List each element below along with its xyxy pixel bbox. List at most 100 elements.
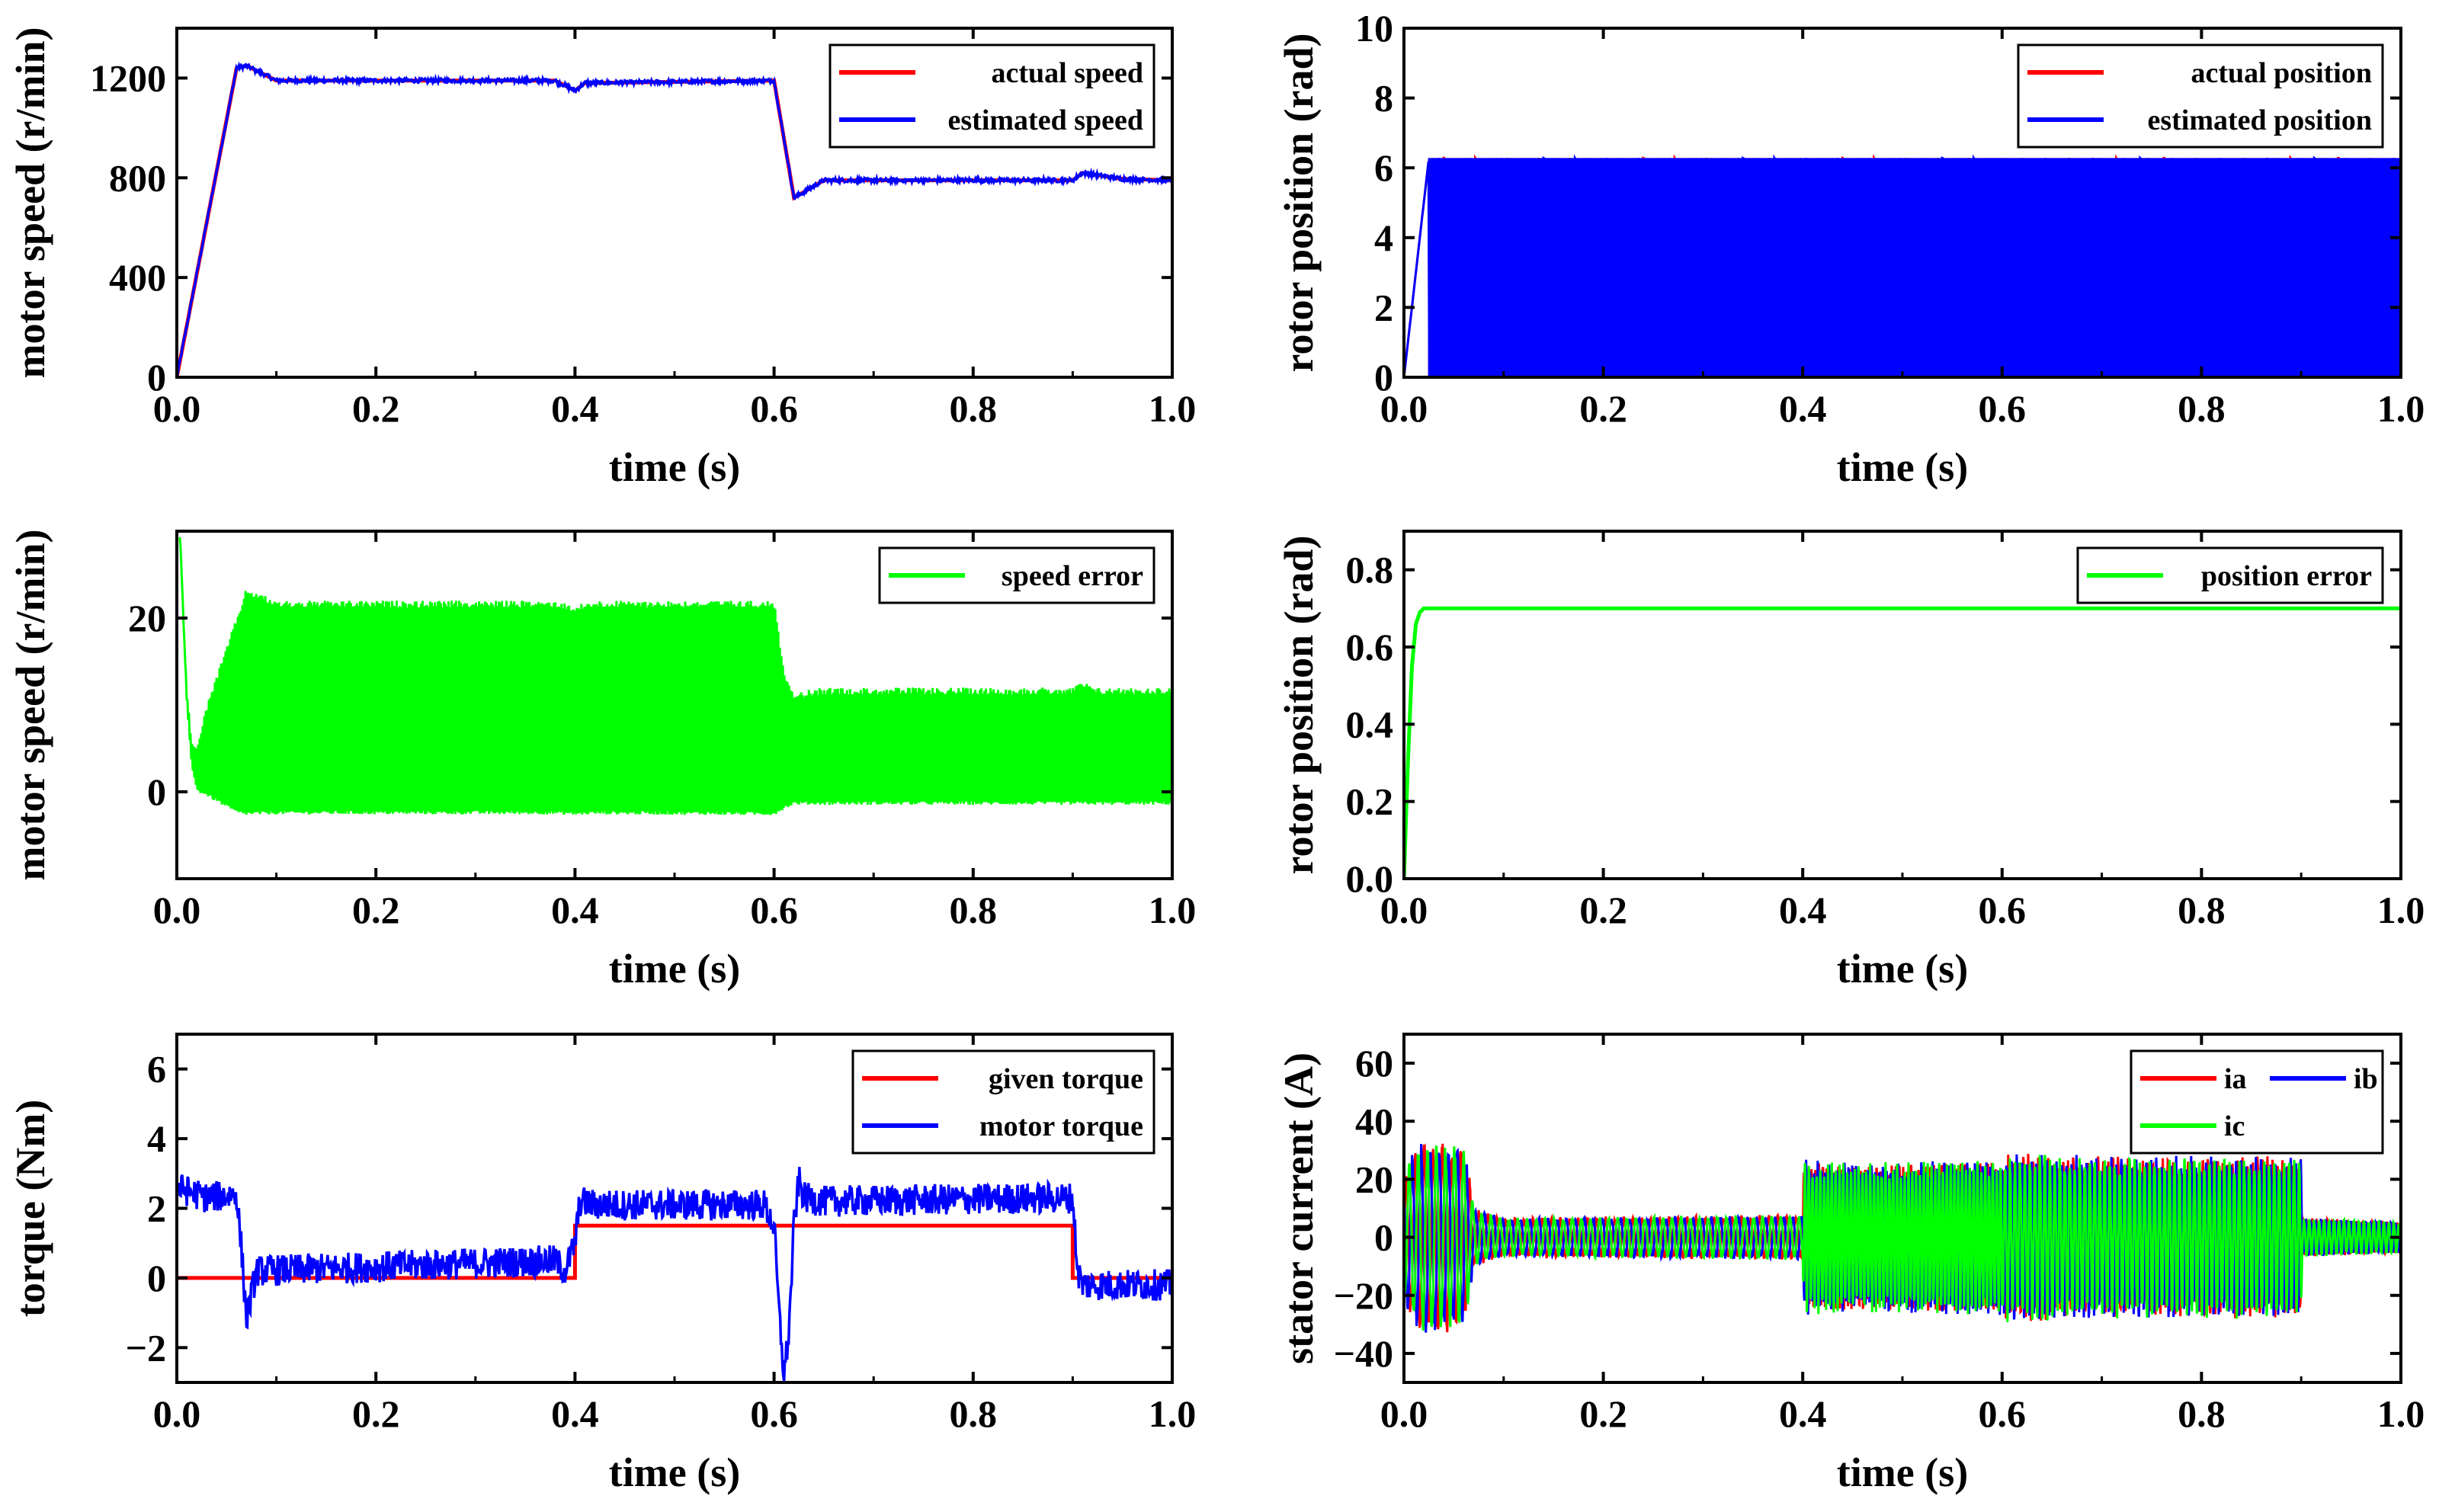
legend: speed error — [878, 546, 1155, 604]
y-tick-label: 8 — [1374, 77, 1393, 120]
y-tick-label: 800 — [109, 156, 166, 199]
x-tick-label: 0.2 — [352, 387, 400, 430]
series-motor-torque — [177, 1167, 1172, 1382]
y-tick-label: 2 — [1374, 286, 1393, 328]
x-tick-label: 0.6 — [1979, 889, 2027, 931]
legend-box — [2017, 43, 2384, 149]
plot-area — [178, 537, 1172, 815]
x-tick-label: 0.4 — [1779, 387, 1827, 430]
x-tick-label: 0.8 — [2178, 1392, 2226, 1435]
x-tick-label: 1.0 — [2377, 1392, 2425, 1435]
y-tick-label: −20 — [1334, 1274, 1394, 1317]
plot-area — [1404, 1143, 2401, 1333]
y-tick-label: −40 — [1334, 1332, 1394, 1375]
series-estimated-speed — [177, 61, 1172, 377]
x-tick-label: 0.4 — [1779, 1392, 1827, 1435]
speed-error-panel: 0.0 0.2 0.4 0.6 0.8 1.0 0 20 time (s) motor speed… — [8, 530, 1196, 991]
x-tick-label: 1.0 — [2377, 387, 2425, 430]
x-tick-label: 0.4 — [1779, 889, 1827, 931]
x-tick-label: 0.8 — [950, 889, 998, 931]
series-ic — [1404, 1145, 2401, 1331]
y-tick-label: 6 — [147, 1048, 166, 1091]
y-tick-label: 40 — [1355, 1100, 1393, 1142]
x-tick-label: 0.4 — [551, 387, 599, 430]
x-tick-label: 0.6 — [1979, 1392, 2027, 1435]
x-tick-label: 0.8 — [950, 387, 998, 430]
x-axis-title: time (s) — [1837, 946, 1968, 991]
x-tick-label: 1.0 — [1149, 1392, 1197, 1435]
y-axis-title: stator current (A) — [1276, 1052, 1322, 1364]
legend-label: estimated position — [2148, 104, 2373, 136]
torque-panel: 0.0 0.2 0.4 0.6 0.8 1.0 −2 0 2 4 6 time (s) torque (… — [8, 1033, 1197, 1495]
y-tick-label: 6 — [1374, 146, 1393, 189]
y-tick-label: 4 — [147, 1117, 166, 1160]
legend-box — [2130, 1049, 2384, 1155]
plot-area — [1404, 606, 2401, 879]
legend-label: actual position — [2191, 57, 2372, 89]
y-tick-label: 20 — [128, 597, 166, 639]
legend: actual speed estimated speed — [828, 43, 1155, 149]
legend-label: estimated speed — [948, 104, 1143, 136]
series-speed-error — [178, 537, 1172, 815]
y-tick-label: 0 — [147, 356, 166, 399]
y-axis-title: rotor position (rad) — [1276, 34, 1322, 373]
x-tick-label: 0.4 — [551, 889, 599, 931]
x-tick-label: 0.2 — [1579, 1392, 1627, 1435]
series-position-error — [1404, 606, 2401, 879]
x-tick-label: 0.6 — [750, 889, 798, 931]
y-tick-label: 0 — [147, 770, 166, 813]
y-axis-title: torque (Nm) — [8, 1100, 53, 1317]
x-tick-label: 0.0 — [1380, 1392, 1428, 1435]
position-error-panel: 0.0 0.2 0.4 0.6 0.8 1.0 0.0 0.2 0.4 0.6 0.8 time (s… — [1276, 530, 2425, 991]
x-axis-title: time (s) — [609, 444, 740, 490]
y-tick-label: 0 — [1374, 356, 1393, 399]
x-tick-label: 0.8 — [2178, 889, 2226, 931]
legend-label: position error — [2201, 560, 2372, 592]
legend-label: given torque — [989, 1063, 1143, 1095]
x-tick-label: 0.2 — [1579, 889, 1627, 931]
series-estimated-position — [1404, 154, 2401, 377]
y-tick-label: 0.2 — [1346, 780, 1394, 823]
y-tick-label: 10 — [1355, 7, 1393, 50]
x-tick-label: 0.8 — [2178, 387, 2226, 430]
x-tick-label: 0.0 — [153, 387, 201, 430]
x-tick-label: 0.0 — [153, 889, 201, 931]
x-axis-title: time (s) — [609, 946, 740, 991]
legend: given torque motor torque — [851, 1049, 1155, 1155]
y-tick-label: 0.0 — [1346, 857, 1394, 900]
legend: actual position estimated position — [2017, 43, 2384, 149]
legend-box — [878, 546, 1155, 604]
legend-label: actual speed — [992, 57, 1144, 89]
y-tick-label: 4 — [1374, 216, 1393, 259]
legend-box — [851, 1049, 1155, 1155]
x-tick-label: 0.0 — [1380, 387, 1428, 430]
series-given-torque — [177, 1223, 1172, 1280]
plot-area — [177, 61, 1172, 377]
y-tick-label: 0.4 — [1346, 703, 1394, 745]
legend-label: ia — [2224, 1063, 2247, 1095]
x-axis-title: time (s) — [1837, 444, 1968, 490]
x-tick-label: 0.2 — [352, 1392, 400, 1435]
y-tick-label: 1200 — [90, 56, 166, 99]
x-tick-label: 0.2 — [1579, 387, 1627, 430]
legend-label: ic — [2224, 1110, 2245, 1142]
legend-label: speed error — [1002, 560, 1143, 592]
legend: ia ib ic — [2130, 1049, 2384, 1155]
x-tick-label: 0.4 — [551, 1392, 599, 1435]
legend-label: motor torque — [979, 1110, 1143, 1142]
legend-box — [828, 43, 1155, 149]
x-tick-label: 1.0 — [2377, 889, 2425, 931]
legend: position error — [2076, 546, 2384, 604]
position-panel: 0.0 0.2 0.4 0.6 0.8 1.0 0 2 4 6 8 10 time (s) rotor p… — [1276, 7, 2425, 490]
x-tick-label: 0.0 — [1380, 889, 1428, 931]
x-tick-label: 1.0 — [1149, 889, 1197, 931]
x-tick-label: 0.8 — [950, 1392, 998, 1435]
y-tick-label: 0.6 — [1346, 626, 1394, 668]
speed-panel: 0.0 0.2 0.4 0.6 0.8 1.0 0 400 800 1200 time (s) mot… — [8, 27, 1196, 490]
x-tick-label: 0.2 — [352, 889, 400, 931]
y-tick-label: 0.8 — [1346, 549, 1394, 591]
y-tick-label: 2 — [147, 1187, 166, 1230]
y-axis-title: motor speed (r/min) — [8, 530, 53, 881]
x-tick-label: 0.6 — [1979, 387, 2027, 430]
